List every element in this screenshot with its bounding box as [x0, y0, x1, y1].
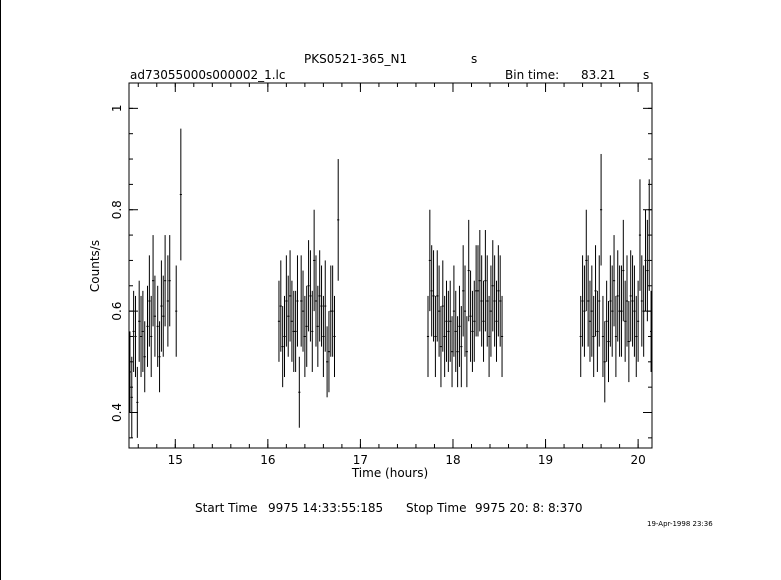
series-2 — [277, 159, 340, 428]
bin-time-value: 83.21 — [581, 68, 616, 82]
y-tick-label: 0.4 — [110, 403, 124, 422]
x-tick-label: 16 — [260, 453, 275, 467]
stop-time-label: Stop Time — [406, 501, 467, 515]
left-border — [0, 0, 1, 580]
series-4 — [579, 153, 652, 403]
x-tick-label: 17 — [353, 453, 368, 467]
y-tick-label: 0.8 — [110, 200, 124, 219]
y-tick-label: 1 — [110, 105, 124, 113]
y-tick-label: 0.6 — [110, 302, 124, 321]
start-time-label: Start Time — [195, 501, 258, 515]
units-flag: s — [471, 52, 478, 66]
x-tick-label: 19 — [538, 453, 553, 467]
stop-time-value: 9975 20: 8: 8:370 — [475, 501, 583, 515]
x-tick-label: 15 — [168, 453, 183, 467]
x-tick-label: 20 — [630, 453, 645, 467]
data-marks — [129, 128, 652, 438]
series-1 — [129, 128, 182, 438]
file-name: ad73055000s000002_1.lc — [130, 68, 286, 82]
plot-frame — [128, 82, 653, 449]
axis-ticks: 15 16 17 18 19 20 0.4 0.6 0.8 1 — [110, 83, 652, 467]
x-tick-label: 18 — [445, 453, 460, 467]
y-axis-label: Counts/s — [88, 240, 102, 292]
source-name: PKS0521-365_N1 — [304, 52, 408, 66]
timestamp: 19-Apr-1998 23:36 — [647, 520, 713, 528]
start-time-value: 9975 14:33:55:185 — [268, 501, 384, 515]
bin-time-label: Bin time: — [505, 68, 560, 82]
bin-time-unit: s — [643, 68, 650, 82]
x-axis-label: Time (hours) — [351, 466, 428, 480]
series-3 — [426, 209, 504, 388]
